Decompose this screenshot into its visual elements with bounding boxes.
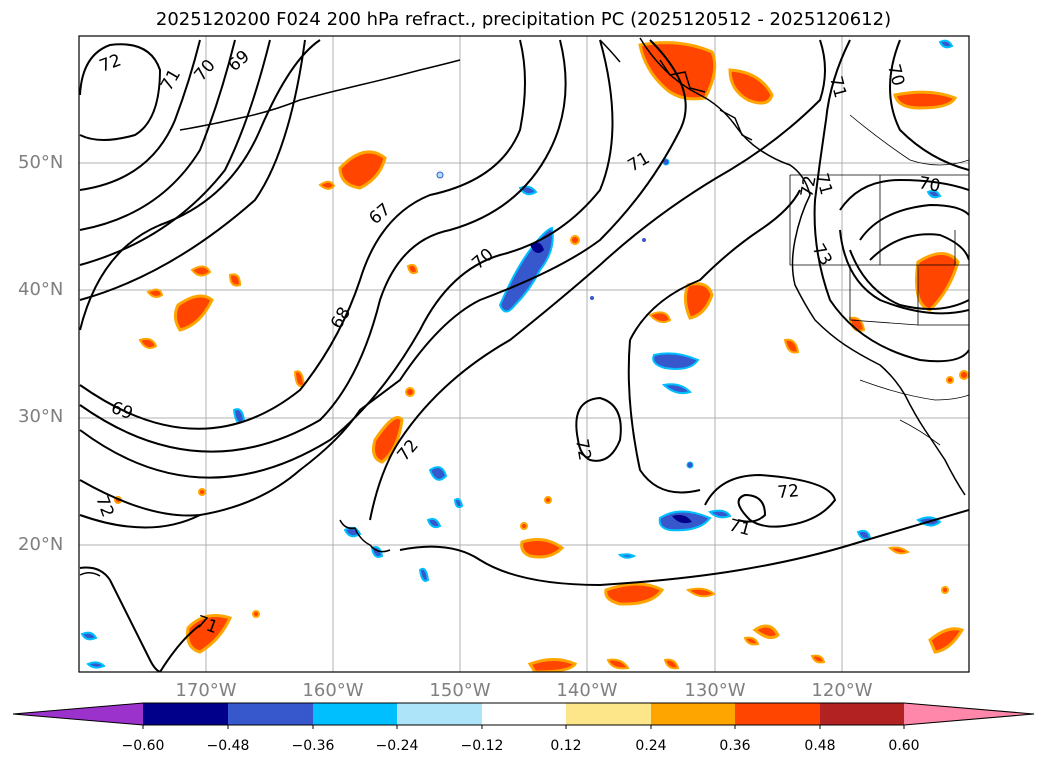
colorbar-tick-label: 0.48 [804, 738, 836, 754]
colorbar-swatch [566, 703, 651, 725]
colorbar-extend-max [904, 703, 1034, 725]
colorbar-extend-min [13, 703, 143, 725]
colorbar-swatch [313, 703, 397, 725]
coastlines [79, 37, 966, 577]
lat-label: 30°N [18, 406, 64, 427]
colorbar-swatch [228, 703, 313, 725]
contour-label: 70 [917, 173, 942, 196]
colorbar-swatch [735, 703, 820, 725]
colorbar [12, 702, 1035, 729]
lat-label: 20°N [18, 534, 64, 555]
colorbar-tick-label: −0.24 [375, 738, 419, 754]
precip-negative [80, 39, 954, 669]
plot-frame [78, 35, 970, 673]
colorbar-swatch [651, 703, 735, 725]
lat-label: 50°N [18, 152, 64, 173]
lon-label: 160°W [302, 680, 364, 701]
precip-positive [114, 41, 969, 672]
colorbar-swatch [397, 703, 482, 725]
colorbar-swatch [143, 703, 228, 725]
lon-label: 140°W [556, 680, 618, 701]
lon-label: 120°W [811, 680, 873, 701]
plot-area [79, 36, 969, 672]
colorbar-tick-label: −0.48 [206, 738, 250, 754]
contour-label: 72 [797, 174, 820, 199]
colorbar-tick-label: 0.36 [719, 738, 751, 754]
colorbar-swatch [482, 703, 566, 725]
colorbar-swatch [820, 703, 904, 725]
colorbar-tick-label: 0.60 [888, 738, 920, 754]
colorbar-tick-label: −0.60 [121, 738, 165, 754]
map-title: 2025120200 F024 200 hPa refract., precip… [155, 9, 892, 30]
colorbar-tick-label: 0.12 [550, 738, 582, 754]
lat-label: 40°N [18, 279, 64, 300]
lon-label: 150°W [429, 680, 491, 701]
colorbar-tick-label: 0.24 [635, 738, 667, 754]
refractivity-contours [79, 39, 969, 672]
colorbar-tick-label: −0.36 [291, 738, 335, 754]
colorbar-tick-label: −0.12 [460, 738, 504, 754]
lon-label: 130°W [684, 680, 746, 701]
lon-label: 170°W [175, 680, 237, 701]
contour-label: 72 [777, 481, 800, 503]
contour-label: 72 [571, 437, 594, 462]
